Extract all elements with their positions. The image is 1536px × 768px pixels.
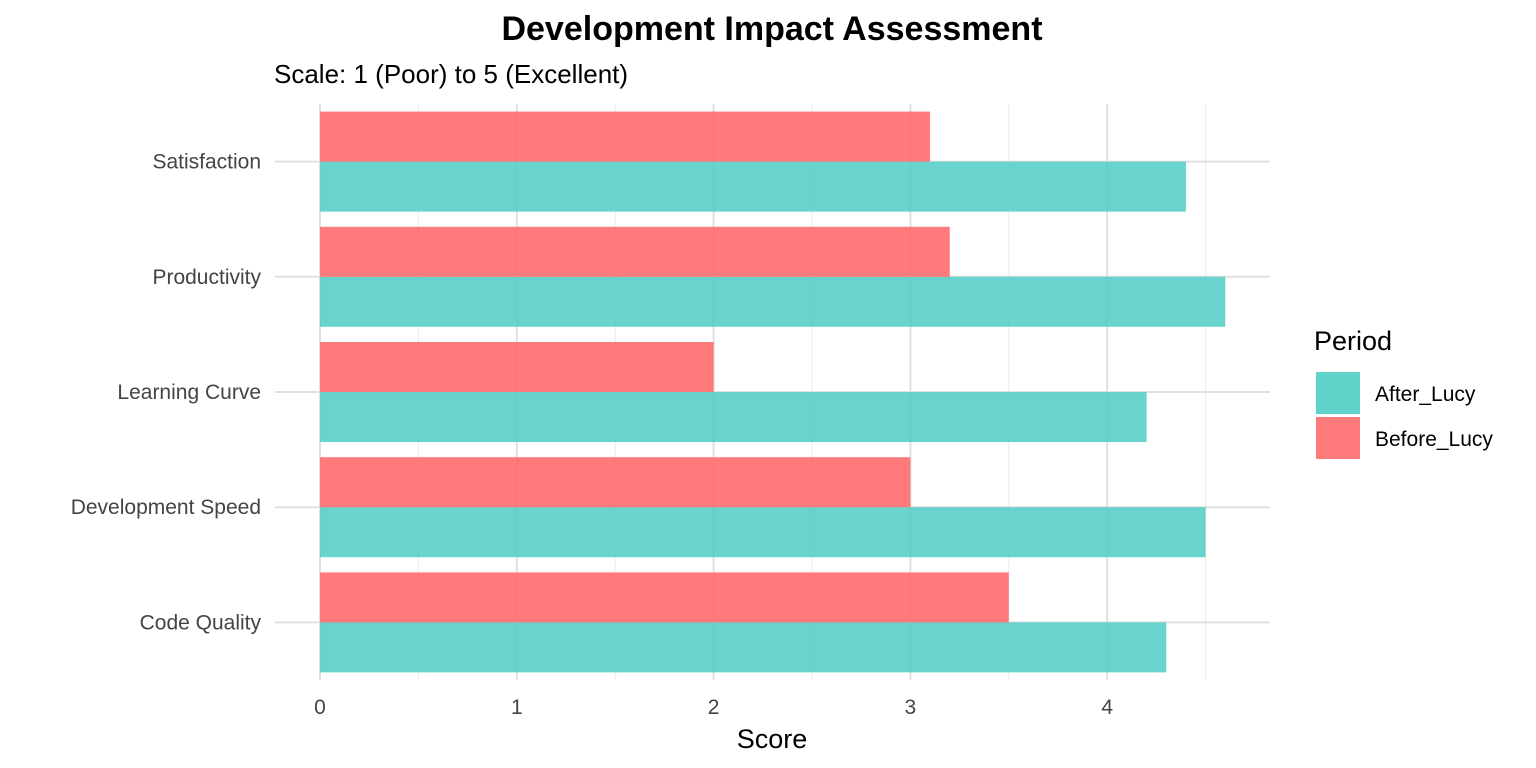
x-tick-label: 1 [511, 696, 523, 719]
category-label: Code Quality [140, 611, 262, 634]
bar-before-lucy [320, 111, 931, 162]
category-label: Development Speed [71, 496, 261, 519]
bar-before-lucy [320, 226, 950, 277]
legend-swatch [1316, 417, 1360, 459]
x-tick-label: 2 [708, 696, 720, 719]
bar-after-lucy [320, 392, 1147, 442]
legend-title: Period [1314, 326, 1392, 356]
bar-after-lucy [320, 507, 1206, 558]
bar-before-lucy [320, 342, 714, 392]
x-tick-label: 4 [1101, 696, 1113, 719]
x-tick-label: 3 [905, 696, 917, 719]
category-label: Learning Curve [117, 381, 261, 404]
bar-before-lucy [320, 457, 911, 508]
bars [320, 111, 1226, 673]
bar-after-lucy [320, 622, 1167, 673]
chart-title: Development Impact Assessment [501, 10, 1042, 48]
x-axis-title: Score [737, 724, 808, 754]
legend-swatch [1316, 372, 1360, 414]
x-tick-labels: 0 1 2 3 4 [314, 696, 1113, 719]
x-tick-label: 0 [314, 696, 326, 719]
legend-label: Before_Lucy [1375, 428, 1493, 451]
category-label: Satisfaction [152, 151, 261, 174]
category-label: Productivity [152, 266, 261, 289]
bar-after-lucy [320, 161, 1186, 212]
chart-subtitle: Scale: 1 (Poor) to 5 (Excellent) [274, 59, 628, 89]
bar-after-lucy [320, 276, 1226, 327]
legend: Period After_Lucy Before_Lucy [1314, 326, 1493, 459]
category-labels: Code Quality Development Speed Learning Cu… [71, 151, 262, 635]
legend-label: After_Lucy [1375, 383, 1476, 406]
bar-before-lucy [320, 572, 1009, 623]
